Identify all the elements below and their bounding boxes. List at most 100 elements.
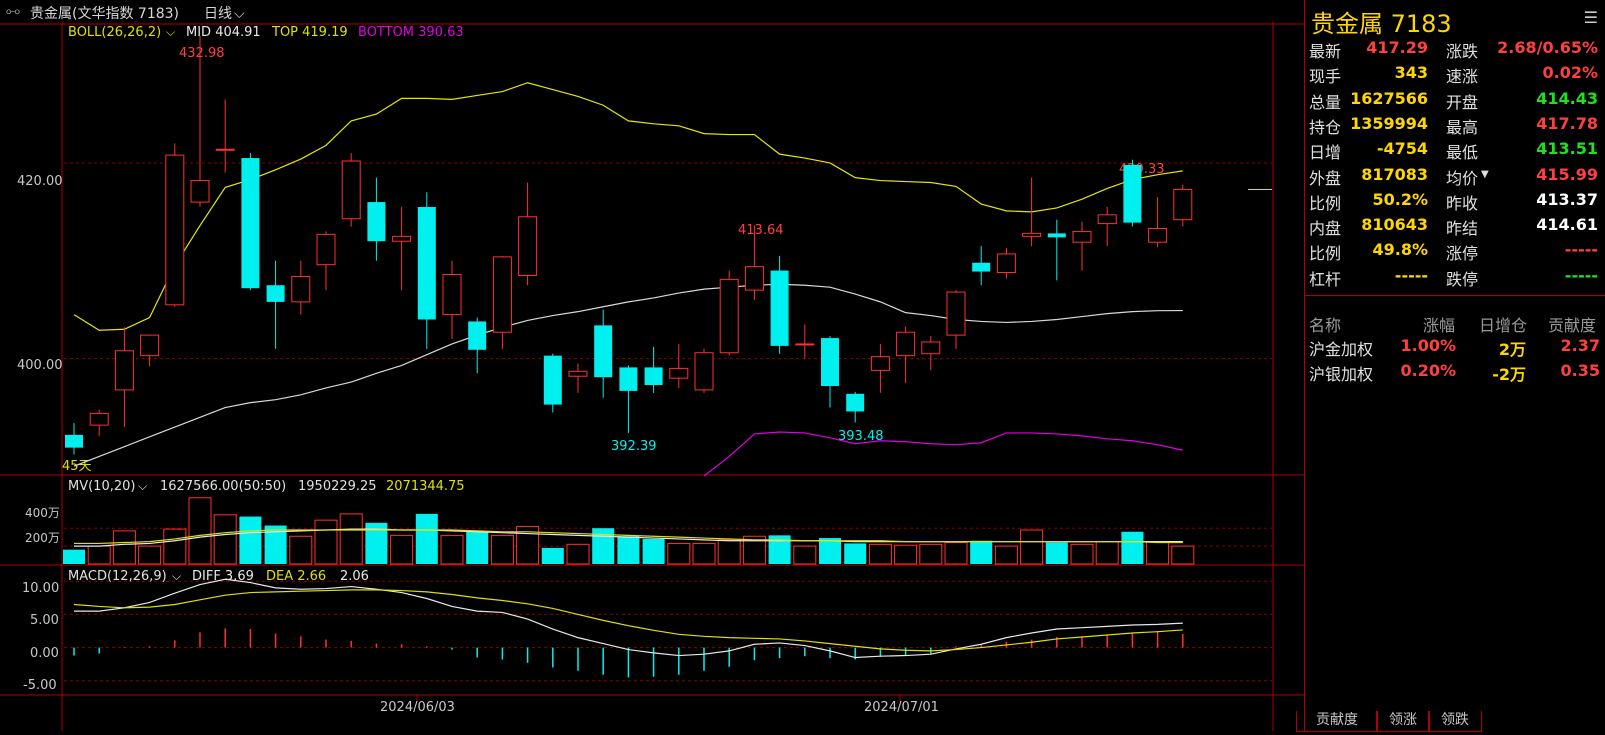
boll-chevron-icon[interactable]: ⌵ [166, 25, 175, 39]
candle-body[interactable] [946, 291, 966, 336]
candle-body[interactable] [442, 273, 462, 316]
candle-body[interactable] [518, 216, 538, 276]
candle-body[interactable] [770, 270, 789, 346]
candle-body[interactable] [1072, 230, 1092, 243]
candle-body[interactable] [215, 148, 235, 151]
quote-value: 343 [1394, 63, 1428, 83]
candle-body[interactable] [594, 325, 613, 378]
candle-body[interactable] [744, 266, 764, 291]
macd-chevron-icon[interactable]: ⌵ [172, 569, 181, 583]
candle-body[interactable] [492, 256, 512, 333]
contrib-name: 沪银加权 [1309, 365, 1374, 384]
volume-bar [138, 545, 162, 565]
candle-body[interactable] [694, 352, 714, 391]
volume-bar [163, 528, 187, 565]
candle-body[interactable] [795, 343, 815, 346]
candle-body[interactable] [1022, 232, 1042, 237]
candle-body[interactable] [543, 355, 562, 405]
candle-body[interactable] [89, 412, 109, 426]
candle-body[interactable] [241, 158, 260, 289]
candle-body[interactable] [417, 206, 436, 320]
mv-label[interactable]: MV(10,20) [68, 479, 135, 494]
candle-body[interactable] [619, 367, 638, 391]
tab-contribution[interactable]: 贡献度 [1296, 711, 1378, 732]
volume-bar [894, 544, 918, 565]
volume-bar [314, 519, 338, 565]
volume-bar [63, 549, 85, 564]
candle-body[interactable] [1173, 188, 1193, 221]
mv-value-1: 1627566.00(50:50) [160, 479, 286, 494]
contrib-row[interactable]: 沪金加权 1.00% 2万 2.37 [1305, 336, 1605, 360]
candle-body[interactable] [316, 233, 336, 266]
period-selector[interactable]: 日线 ⌵ [204, 3, 245, 23]
candle-body[interactable] [165, 154, 185, 306]
quote-value: ----- [1564, 240, 1598, 260]
candle-body[interactable] [972, 262, 991, 272]
candle-body[interactable] [1047, 233, 1066, 238]
boll-label[interactable]: BOLL(26,26,2) [68, 25, 161, 40]
candle-body[interactable] [846, 393, 865, 412]
link-icon[interactable]: ⧟ [6, 3, 20, 19]
macd-dea-line [73, 589, 1183, 652]
candle-body[interactable] [1148, 228, 1168, 243]
macd-axis-label-0: 0.00 [30, 646, 59, 661]
price-chart[interactable]: 420.00 400.00 400万 200万 10.00 5.00 0.00 … [0, 22, 1304, 731]
candle-body[interactable] [669, 367, 689, 379]
quote-value: 1359994 [1350, 113, 1428, 133]
quote-row: 外盘 817083 均价 415.99 ▼ [1305, 165, 1605, 191]
quote-value: 414.61 [1536, 215, 1598, 235]
quote-value: ----- [1564, 265, 1598, 285]
quote-label: 昨结 [1446, 219, 1479, 239]
candle-body[interactable] [1123, 164, 1142, 223]
date-label-0701: 2024/07/01 [864, 700, 939, 715]
contrib-header-oi[interactable]: 日增仓 [1479, 316, 1528, 335]
candle-body[interactable] [65, 434, 83, 448]
candle-body[interactable] [921, 341, 941, 355]
candle-body[interactable] [719, 278, 739, 354]
chart-area[interactable]: 420.00 400.00 400万 200万 10.00 5.00 0.00 … [0, 22, 1304, 731]
contrib-header-contribution[interactable]: 贡献度 [1548, 316, 1597, 335]
boll-bottom-value: BOTTOM 390.63 [358, 25, 464, 40]
volume-bar [742, 535, 766, 565]
candle-body[interactable] [190, 180, 210, 203]
quote-row: 比例 50.2% 昨收 413.37 [1305, 190, 1605, 216]
mv-chevron-icon[interactable]: ⌵ [138, 479, 147, 493]
candle-body[interactable] [114, 350, 134, 391]
candle-body[interactable] [392, 235, 412, 242]
caret-down-icon[interactable]: ▼ [1481, 168, 1489, 180]
candle-body[interactable] [341, 160, 361, 220]
candle-body[interactable] [140, 334, 160, 357]
contrib-header-change[interactable]: 涨幅 [1423, 316, 1456, 335]
candle-body[interactable] [1097, 214, 1117, 225]
quote-label: 跌停 [1446, 269, 1479, 289]
candle-body[interactable] [896, 331, 916, 357]
quote-label: 最新 [1309, 42, 1342, 61]
candle-body[interactable] [367, 202, 386, 242]
mv-value-2: 1950229.25 [298, 479, 377, 494]
volume-bar [415, 513, 438, 564]
candle-body[interactable] [644, 367, 663, 386]
contrib-value: 0.35 [1560, 361, 1600, 380]
macd-axis-label-5: 5.00 [30, 613, 59, 628]
quote-value: 50.2% [1372, 189, 1428, 209]
candle-body[interactable] [870, 356, 890, 371]
menu-icon[interactable]: ☰ [1583, 8, 1598, 27]
price-axis-label-400: 400.00 [17, 358, 63, 373]
contrib-header-name[interactable]: 名称 [1309, 316, 1342, 335]
candle-body[interactable] [468, 321, 487, 350]
macd-axis-label-10: 10.00 [22, 581, 59, 596]
quote-value: 1627566 [1350, 88, 1428, 108]
macd-label[interactable]: MACD(12,26,9) [68, 569, 167, 584]
title-bar: ⧟ 贵金属(文华指数 7183) 日线 ⌵ [0, 0, 1300, 24]
candle-body[interactable] [291, 275, 311, 303]
contrib-row[interactable]: 沪银加权 0.20% -2万 0.35 [1305, 361, 1605, 385]
tab-top-losers[interactable]: 领跌 [1428, 711, 1482, 732]
annotation-mid-high: 413.64 [738, 223, 784, 238]
candle-body[interactable] [821, 338, 839, 386]
candle-body[interactable] [568, 370, 588, 377]
quote-value: 414.43 [1536, 88, 1598, 108]
candle-body[interactable] [266, 285, 285, 302]
quote-title: 贵金属 7183 [1311, 10, 1452, 38]
candle-body[interactable] [996, 253, 1016, 274]
tab-top-gainers[interactable]: 领涨 [1376, 711, 1430, 732]
